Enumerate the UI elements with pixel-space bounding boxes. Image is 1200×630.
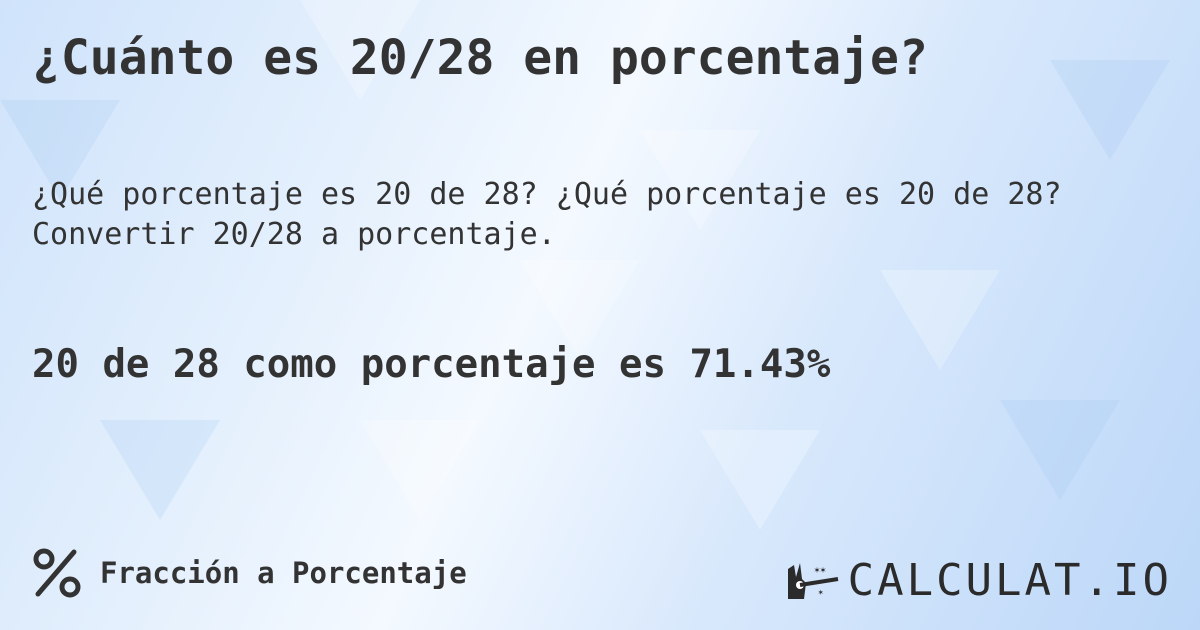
svg-text:✶: ✶ (818, 588, 824, 598)
category-link[interactable]: Fracción a Porcentaje (32, 548, 467, 598)
category-label: Fracción a Porcentaje (100, 556, 467, 590)
magic-hand-icon: ✶✶ ✶ (787, 562, 838, 599)
percent-icon (33, 548, 81, 598)
subtitle: ¿Qué porcentaje es 20 de 28? ¿Qué porcen… (32, 175, 1062, 255)
subtitle-line: Convertir 20/28 a porcentaje. (32, 217, 556, 252)
page-title: ¿Cuánto es 20/28 en porcentaje? (32, 30, 928, 86)
result-text: 20 de 28 como porcentaje es 71.43% (32, 342, 831, 387)
svg-text:✶✶: ✶✶ (814, 565, 826, 576)
logo-text: CALCULAT.IO (847, 555, 1172, 606)
subtitle-line: ¿Qué porcentaje es 20 de 28? ¿Qué porcen… (32, 177, 1062, 212)
logo[interactable]: ✶✶ ✶ CALCULAT.IO (784, 555, 1172, 606)
